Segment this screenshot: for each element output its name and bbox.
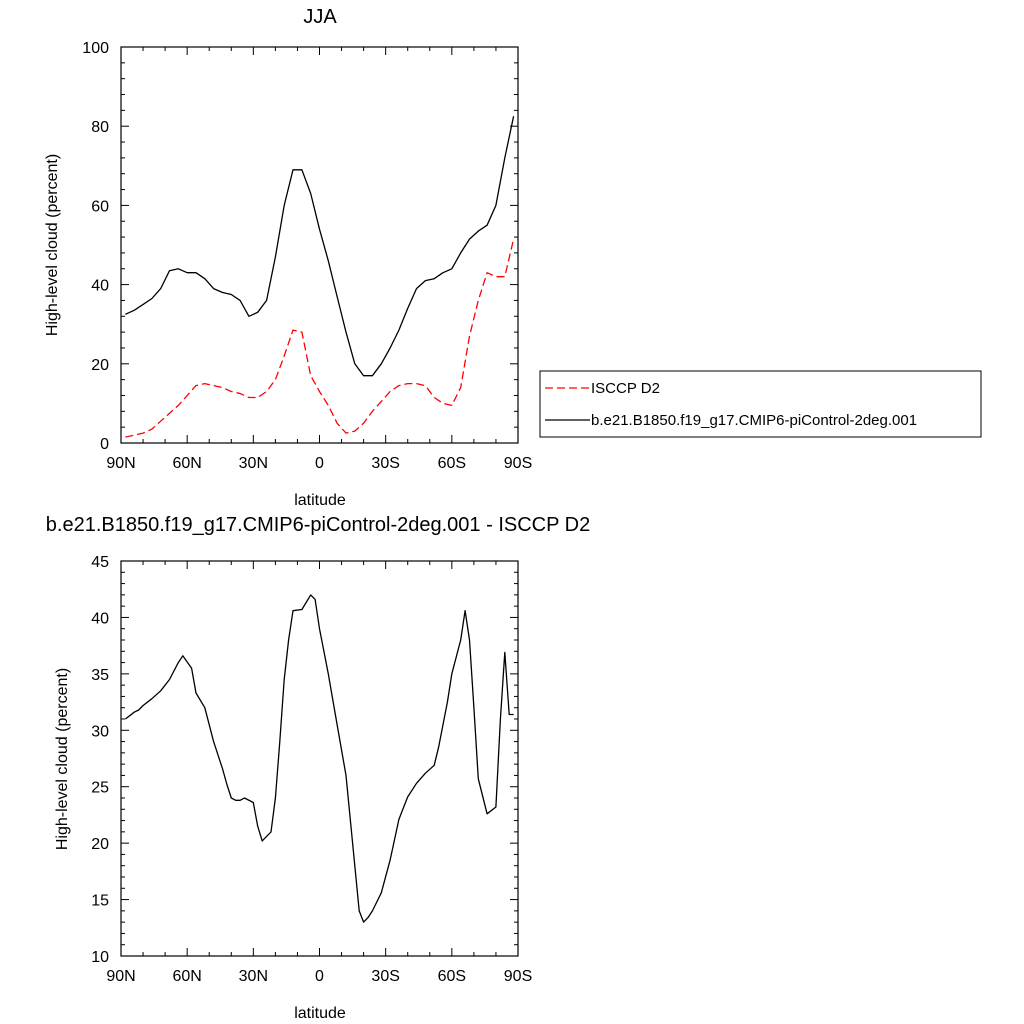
bottom-panel: b.e21.B1850.f19_g17.CMIP6-piControl-2deg…: [46, 514, 590, 1022]
bottom-x-axis-label: latitude: [294, 1005, 346, 1022]
top-y-tick-label: 0: [100, 436, 109, 453]
bottom-x-tick-label: 30S: [371, 968, 399, 985]
top-x-tick-label: 90S: [504, 455, 532, 472]
bottom-x-tick-label: 30N: [239, 968, 268, 985]
top-series-line-0: [125, 238, 515, 438]
top-x-tick-label: 90N: [106, 455, 135, 472]
legend-box: [539, 370, 982, 438]
bottom-plot-frame: [120, 560, 519, 957]
bottom-ticks: 90N 60N 30N 0 30S 60S 90S 10 15 20 25 30 35 40 45: [91, 554, 532, 985]
bottom-x-tick-label: 90N: [106, 968, 135, 985]
bottom-panel-title: b.e21.B1850.f19_g17.CMIP6-piControl-2deg…: [46, 514, 590, 536]
bottom-y-tick-label: 35: [91, 667, 109, 684]
legend-label-isccp: ISCCP D2: [591, 380, 660, 397]
top-panel-title: JJA: [303, 6, 337, 28]
legend: ISCCP D2 b.e21.B1850.f19_g17.CMIP6-piCon…: [539, 370, 982, 438]
bottom-x-tick-label: 60S: [438, 968, 466, 985]
bottom-y-tick-label: 20: [91, 836, 109, 853]
top-x-tick-label: 60N: [172, 455, 201, 472]
top-panel: JJA 90N 60N 30N 0 30S 60S 90S 0 20 40 60 80 100 lati…: [44, 6, 532, 509]
bottom-y-axis-label: High-level cloud (percent): [54, 668, 71, 850]
bottom-x-tick-label: 60N: [172, 968, 201, 985]
bottom-y-tick-label: 40: [91, 610, 109, 627]
top-y-tick-label: 60: [91, 198, 109, 215]
bottom-y-tick-label: 25: [91, 780, 109, 797]
top-y-tick-label: 100: [82, 40, 109, 57]
bottom-y-tick-label: 45: [91, 554, 109, 571]
bottom-x-tick-label: 0: [315, 968, 324, 985]
legend-label-model: b.e21.B1850.f19_g17.CMIP6-piControl-2deg…: [591, 412, 917, 429]
bottom-y-tick-label: 15: [91, 893, 109, 910]
top-ticks: 90N 60N 30N 0 30S 60S 90S 0 20 40 60 80 100: [82, 40, 532, 472]
bottom-y-tick-label: 30: [91, 723, 109, 740]
top-y-axis-label: High-level cloud (percent): [44, 154, 61, 336]
top-y-tick-label: 40: [91, 278, 109, 295]
top-x-tick-label: 0: [315, 455, 324, 472]
top-y-tick-label: 80: [91, 119, 109, 136]
top-lines: [125, 116, 515, 438]
bottom-y-tick-label: 10: [91, 949, 109, 966]
bottom-series-line-0: [125, 594, 514, 923]
top-x-axis-label: latitude: [294, 492, 346, 509]
top-plot-frame: [120, 46, 519, 444]
top-y-tick-label: 20: [91, 357, 109, 374]
top-x-tick-label: 30N: [239, 455, 268, 472]
top-x-tick-label: 30S: [371, 455, 399, 472]
bottom-x-tick-label: 90S: [504, 968, 532, 985]
top-series-line-1: [125, 116, 515, 377]
top-x-tick-label: 60S: [438, 455, 466, 472]
bottom-lines: [125, 594, 514, 923]
